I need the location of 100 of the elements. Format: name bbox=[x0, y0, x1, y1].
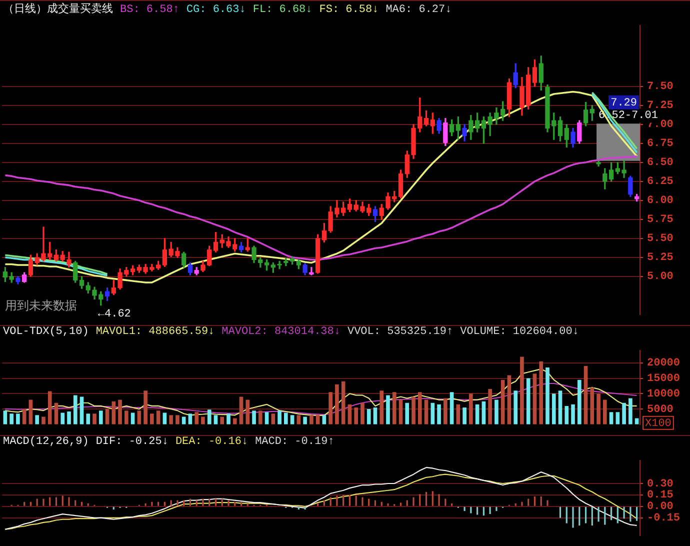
y-tick-label: 6.25 bbox=[647, 176, 674, 188]
bar bbox=[437, 404, 441, 424]
text: MACD: -0.19↑ bbox=[255, 436, 334, 448]
chart-title: VOL-TDX(5,10) bbox=[3, 326, 89, 338]
bar bbox=[546, 368, 550, 424]
bar bbox=[552, 394, 556, 424]
text: VVOL: 535325.19↑ bbox=[347, 326, 454, 338]
bar bbox=[112, 401, 116, 424]
bar bbox=[392, 392, 396, 424]
bar bbox=[303, 416, 307, 424]
y-tick-label: 0.15 bbox=[647, 490, 674, 502]
bar bbox=[284, 412, 288, 424]
y-tick-label: 5000 bbox=[647, 404, 674, 416]
bar bbox=[628, 398, 632, 424]
bar bbox=[526, 378, 530, 424]
bar bbox=[532, 374, 537, 424]
bar bbox=[278, 410, 282, 424]
bar bbox=[602, 400, 607, 424]
bar bbox=[584, 366, 588, 424]
bar bbox=[412, 396, 416, 424]
y-tick-label: 20000 bbox=[647, 358, 680, 370]
bar bbox=[73, 395, 78, 424]
y-tick-label: 10000 bbox=[647, 388, 680, 400]
text: DEA: -0.16↓ bbox=[175, 436, 248, 448]
y-tick-label: 5.25 bbox=[647, 252, 674, 264]
bar bbox=[494, 400, 498, 424]
bar bbox=[360, 402, 364, 424]
text: FS: 6.58↓ bbox=[319, 4, 379, 16]
y-tick-label: 5.50 bbox=[647, 233, 674, 246]
bar bbox=[328, 392, 332, 424]
bar bbox=[380, 390, 384, 424]
bar bbox=[98, 410, 103, 424]
bar bbox=[246, 400, 250, 424]
bar bbox=[622, 402, 626, 424]
bar bbox=[488, 389, 492, 424]
bar bbox=[558, 390, 562, 424]
bar bbox=[220, 416, 224, 424]
bar bbox=[239, 396, 244, 424]
y-axis-title: X100 bbox=[645, 418, 672, 430]
bar bbox=[514, 390, 518, 424]
y-tick-label: 15000 bbox=[647, 373, 680, 386]
bar bbox=[386, 395, 390, 424]
y-tick-label: 5.00 bbox=[647, 271, 674, 284]
y-tick-label: 0.30 bbox=[647, 478, 674, 490]
bar bbox=[354, 407, 358, 424]
text: VOLUME: 102604.00↓ bbox=[460, 326, 579, 338]
text: MAVOL1: 488665.59↓ bbox=[96, 326, 215, 338]
bar bbox=[35, 415, 40, 424]
text: FL: 6.68↓ bbox=[252, 4, 312, 16]
bar bbox=[169, 415, 173, 424]
bar bbox=[118, 400, 122, 424]
bar bbox=[201, 416, 205, 424]
bar bbox=[520, 356, 524, 424]
text: BS: 6.58↑ bbox=[120, 4, 180, 16]
bar bbox=[124, 410, 128, 424]
annotation: ←4.62 bbox=[98, 308, 131, 321]
bar bbox=[450, 392, 454, 424]
bar bbox=[418, 392, 422, 424]
bar bbox=[500, 380, 505, 424]
bar bbox=[462, 407, 466, 424]
text: DIF: -0.25↓ bbox=[96, 436, 168, 448]
bar bbox=[405, 402, 410, 424]
bar bbox=[258, 410, 262, 424]
bar bbox=[590, 388, 594, 424]
text: MA6: 6.27↓ bbox=[386, 4, 452, 16]
bar bbox=[252, 410, 256, 424]
text: MAVOL2: 843014.38↓ bbox=[222, 326, 340, 338]
bar bbox=[48, 391, 52, 424]
annotation: 用到未来数据 bbox=[5, 298, 77, 313]
bar bbox=[310, 415, 314, 424]
bar bbox=[16, 414, 20, 424]
bar bbox=[564, 406, 569, 424]
bar bbox=[92, 414, 96, 424]
bar bbox=[207, 410, 212, 424]
y-tick-label: 6.75 bbox=[647, 138, 674, 150]
bar bbox=[162, 412, 167, 424]
bar bbox=[232, 418, 237, 424]
bar bbox=[577, 380, 582, 424]
bar bbox=[571, 404, 575, 424]
bar bbox=[130, 412, 135, 424]
bar bbox=[194, 412, 199, 424]
text: CG: 6.63↓ bbox=[186, 4, 246, 16]
bar bbox=[86, 414, 90, 424]
chart-title: MACD(12,26,9) bbox=[3, 436, 89, 448]
bar bbox=[144, 390, 148, 424]
bar bbox=[271, 414, 276, 424]
y-tick-label: -0.15 bbox=[647, 512, 680, 525]
bar bbox=[10, 414, 14, 424]
bar bbox=[335, 384, 339, 424]
y-tick-label: 6.00 bbox=[647, 195, 674, 208]
bar bbox=[226, 414, 230, 424]
annotation: 7.29 bbox=[610, 97, 637, 110]
bar bbox=[596, 394, 600, 424]
bar bbox=[150, 414, 154, 424]
bar bbox=[469, 394, 473, 424]
y-tick-label: 7.50 bbox=[647, 81, 674, 94]
bar bbox=[42, 416, 46, 424]
bar bbox=[67, 411, 71, 424]
bar bbox=[430, 402, 435, 424]
bar bbox=[366, 409, 371, 424]
